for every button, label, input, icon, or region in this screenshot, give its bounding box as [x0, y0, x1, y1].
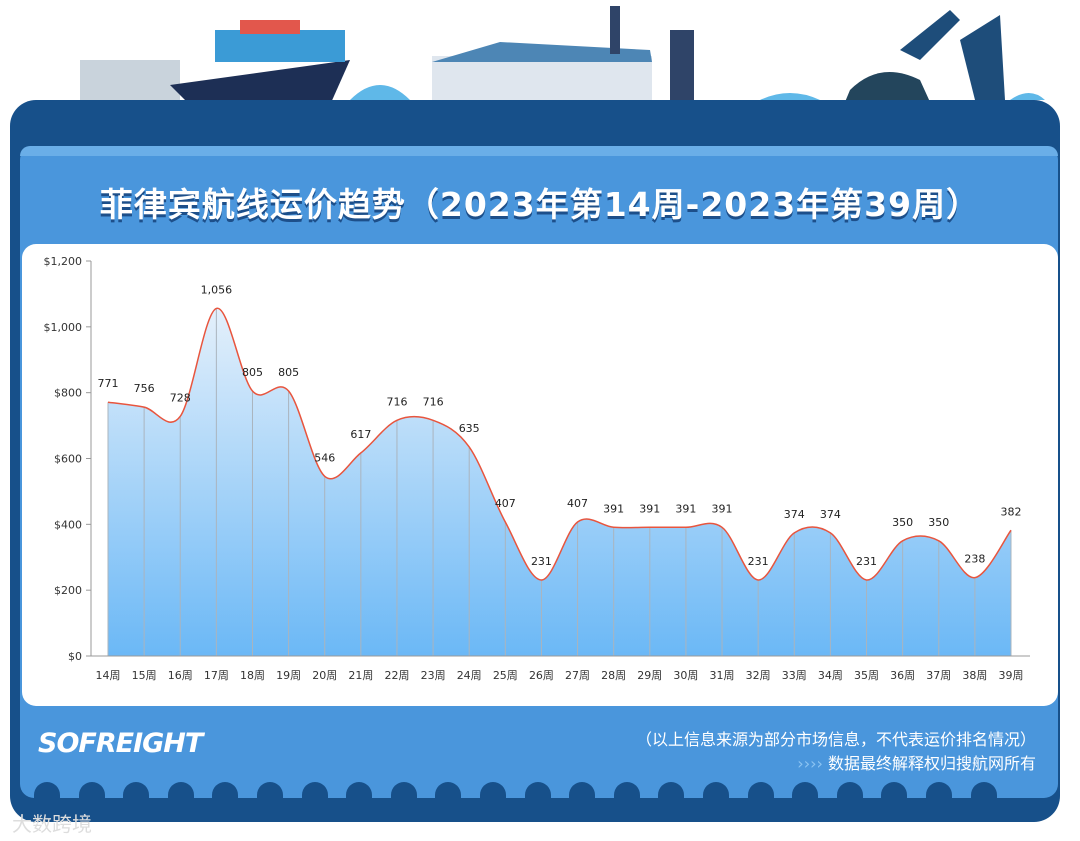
data-label: 391: [675, 502, 696, 515]
data-label: 231: [748, 555, 769, 568]
scallop: [78, 782, 105, 800]
scallop: [569, 782, 596, 800]
rights-text: 数据最终解释权归搜航网所有: [827, 754, 1036, 773]
data-label: 407: [567, 497, 588, 510]
scallop: [167, 782, 194, 800]
x-tick-label: 19周: [276, 669, 301, 682]
data-label: 1,056: [201, 283, 233, 296]
data-label: 382: [1001, 505, 1022, 518]
x-tick-label: 28周: [601, 669, 626, 682]
x-tick-label: 39周: [999, 669, 1024, 682]
data-label: 546: [314, 451, 335, 464]
x-tick-label: 26周: [529, 669, 554, 682]
scallop: [613, 782, 640, 800]
y-tick-label: $1,000: [44, 321, 83, 334]
scallop: [524, 782, 551, 800]
data-label: 635: [459, 422, 480, 435]
x-tick-label: 20周: [312, 669, 337, 682]
y-tick-label: $200: [54, 584, 82, 597]
x-tick-label: 16周: [168, 669, 193, 682]
x-tick-label: 31周: [710, 669, 735, 682]
data-label: 391: [712, 502, 733, 515]
x-tick-label: 27周: [565, 669, 590, 682]
y-tick-label: $800: [54, 387, 82, 400]
series-line: [107, 307, 1012, 581]
scallop: [658, 782, 685, 800]
scallop: [926, 782, 952, 800]
scallop: [970, 782, 997, 800]
x-tick-label: 32周: [746, 669, 771, 682]
scallop: [836, 782, 863, 800]
y-tick-label: $1,200: [44, 255, 83, 268]
x-tick-label: 35周: [854, 669, 879, 682]
x-tick-label: 37周: [926, 669, 951, 682]
x-tick-label: 24周: [457, 669, 482, 682]
area-fill: [108, 308, 1011, 656]
scallop: [301, 782, 328, 800]
y-tick-label: $400: [54, 518, 82, 531]
x-tick-label: 38周: [962, 669, 987, 682]
data-label: 350: [928, 516, 949, 529]
x-tick-label: 22周: [384, 669, 409, 682]
data-label: 231: [856, 555, 877, 568]
arrows-icon: ››››: [797, 754, 823, 773]
rights-note: ›››› 数据最终解释权归搜航网所有: [797, 750, 1036, 774]
scallop: [435, 782, 462, 800]
source-note: （以上信息来源为部分市场信息，不代表运价排名情况）: [635, 730, 1036, 749]
scallop: [703, 782, 729, 800]
data-label: 805: [242, 366, 263, 379]
x-tick-label: 33周: [782, 669, 807, 682]
data-label: 374: [820, 508, 841, 521]
data-label: 771: [98, 377, 119, 390]
scallop: [747, 782, 774, 800]
scallop: [34, 782, 60, 800]
scallop: [212, 782, 239, 800]
data-label: 716: [386, 395, 407, 408]
x-tick-label: 21周: [348, 669, 373, 682]
data-label: 238: [964, 553, 985, 566]
x-tick-label: 25周: [493, 669, 518, 682]
x-tick-label: 15周: [132, 669, 157, 682]
data-label: 756: [134, 382, 155, 395]
data-label: 805: [278, 366, 299, 379]
data-label: 391: [639, 502, 660, 515]
x-tick-label: 14周: [96, 669, 121, 682]
data-label: 374: [784, 508, 805, 521]
y-tick-label: $600: [54, 453, 82, 466]
panel-top-band: [20, 146, 1058, 156]
scallop: [390, 782, 417, 800]
scallop: [257, 782, 283, 800]
x-tick-label: 17周: [204, 669, 229, 682]
data-label: 407: [495, 497, 516, 510]
data-label: 350: [892, 516, 913, 529]
chart-title: 菲律宾航线运价趋势（2023年第14周-2023年第39周）: [99, 185, 981, 224]
data-label: 617: [350, 428, 371, 441]
scallop: [480, 782, 506, 800]
x-tick-label: 34周: [818, 669, 843, 682]
data-label: 716: [423, 395, 444, 408]
scallop: [346, 782, 373, 800]
x-tick-label: 18周: [240, 669, 265, 682]
x-tick-label: 30周: [673, 669, 698, 682]
decorative-scallops: [34, 782, 1034, 800]
x-tick-label: 29周: [637, 669, 662, 682]
data-label: 231: [531, 555, 552, 568]
scallop: [792, 782, 819, 800]
data-label: 391: [603, 502, 624, 515]
y-tick-label: $0: [68, 650, 82, 663]
x-tick-label: 36周: [890, 669, 915, 682]
scallop: [881, 782, 908, 800]
data-label: 728: [170, 391, 191, 404]
scallop: [123, 782, 150, 800]
watermark: 大数跨境: [12, 812, 92, 836]
port-illustration: [80, 6, 1045, 105]
sofreight-logo: SOFREIGHT: [38, 728, 203, 759]
x-tick-label: 23周: [421, 669, 446, 682]
